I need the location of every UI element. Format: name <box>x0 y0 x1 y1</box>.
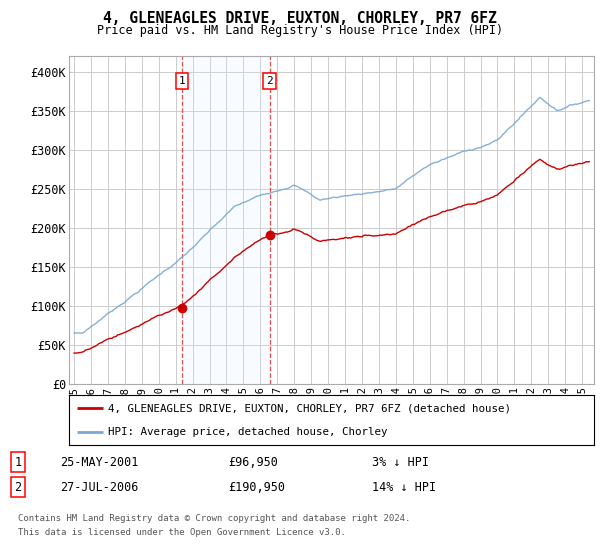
Text: Contains HM Land Registry data © Crown copyright and database right 2024.: Contains HM Land Registry data © Crown c… <box>18 514 410 523</box>
Text: 4, GLENEAGLES DRIVE, EUXTON, CHORLEY, PR7 6FZ: 4, GLENEAGLES DRIVE, EUXTON, CHORLEY, PR… <box>103 11 497 26</box>
Text: 4, GLENEAGLES DRIVE, EUXTON, CHORLEY, PR7 6FZ (detached house): 4, GLENEAGLES DRIVE, EUXTON, CHORLEY, PR… <box>109 403 511 413</box>
Text: 1: 1 <box>179 76 185 86</box>
Text: £96,950: £96,950 <box>228 455 278 469</box>
Text: 2: 2 <box>266 76 273 86</box>
Text: 1: 1 <box>14 455 22 469</box>
Text: Price paid vs. HM Land Registry's House Price Index (HPI): Price paid vs. HM Land Registry's House … <box>97 24 503 36</box>
Text: This data is licensed under the Open Government Licence v3.0.: This data is licensed under the Open Gov… <box>18 528 346 537</box>
Text: 25-MAY-2001: 25-MAY-2001 <box>60 455 139 469</box>
Text: 3% ↓ HPI: 3% ↓ HPI <box>372 455 429 469</box>
Text: 27-JUL-2006: 27-JUL-2006 <box>60 480 139 494</box>
Text: £190,950: £190,950 <box>228 480 285 494</box>
Bar <box>182 56 269 384</box>
Text: 2: 2 <box>14 480 22 494</box>
Text: 14% ↓ HPI: 14% ↓ HPI <box>372 480 436 494</box>
Text: HPI: Average price, detached house, Chorley: HPI: Average price, detached house, Chor… <box>109 427 388 437</box>
